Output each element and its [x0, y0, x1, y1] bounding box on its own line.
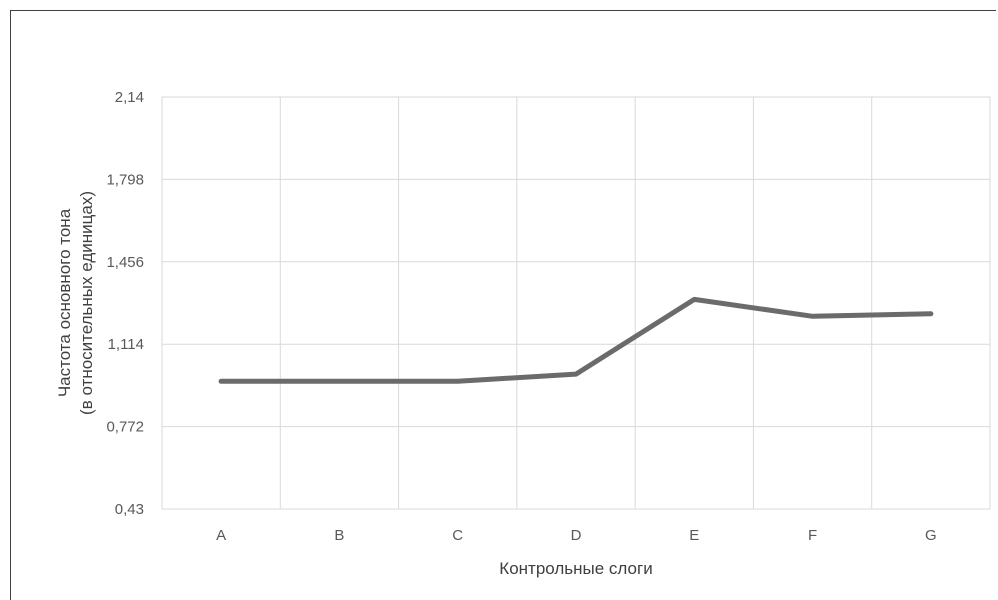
y-tick-label: 1,798: [106, 171, 144, 188]
x-tick-label: C: [452, 527, 463, 544]
chart-frame: [10, 10, 996, 600]
y-tick-label: 2,14: [115, 89, 144, 106]
x-tick-label: D: [571, 527, 582, 544]
x-tick-label: B: [334, 527, 344, 544]
series-line: [218, 296, 934, 384]
y-tick-label: 1,114: [108, 336, 144, 353]
x-tick-label: E: [689, 527, 699, 544]
x-tick-label: F: [808, 527, 817, 544]
y-axis-title-line-1: Частота основного тона: [55, 208, 74, 397]
gridlines: [161, 96, 991, 510]
y-tick-labels: 0,43 0,772 1,114 1,456 1,798 2,14: [106, 89, 144, 518]
y-tick-label: 0,772: [106, 419, 144, 436]
x-tick-label: A: [216, 527, 226, 544]
y-tick-label: 0,43: [115, 501, 144, 518]
x-axis-title: Контрольные слоги: [499, 559, 652, 578]
y-tick-label: 1,456: [106, 254, 144, 271]
x-tick-label: G: [925, 527, 937, 544]
y-axis-title-line-2: (в относительных единицах): [77, 191, 96, 415]
x-tick-labels: A B C D E F G: [216, 527, 937, 544]
